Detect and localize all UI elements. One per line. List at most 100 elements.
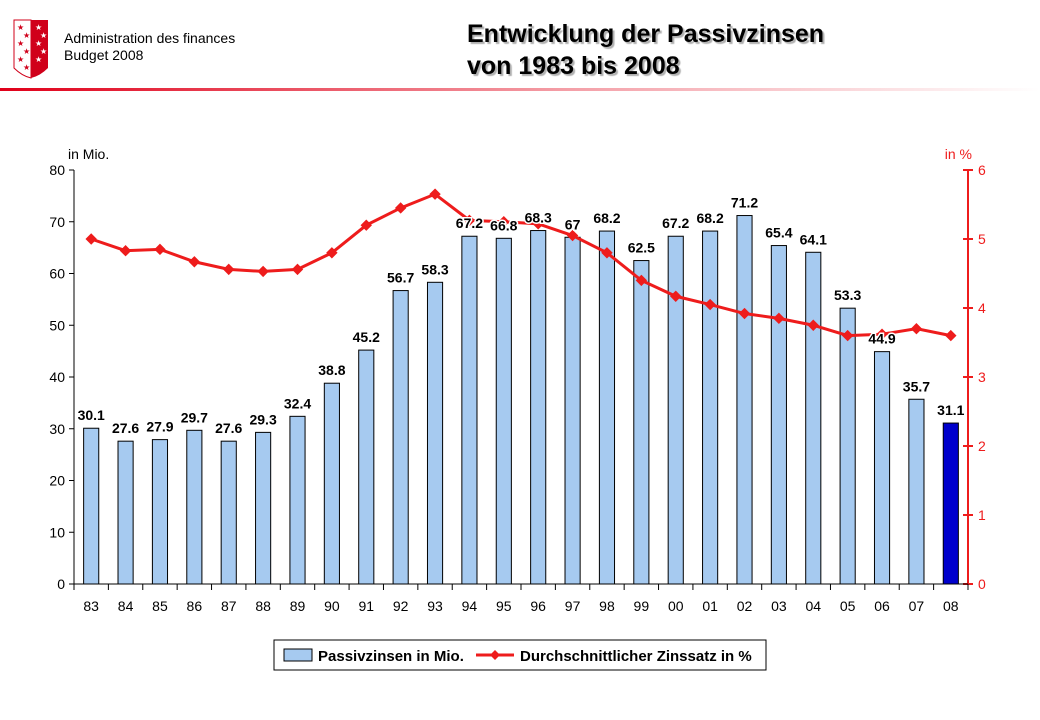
x-tick-label: 90 <box>324 598 340 614</box>
bar <box>151 439 169 585</box>
rate-marker <box>532 218 544 230</box>
rate-marker <box>704 298 716 311</box>
bar <box>667 235 684 585</box>
bar <box>770 245 787 585</box>
rate-marker <box>223 263 235 276</box>
bar <box>564 236 581 585</box>
x-tick-label: 00 <box>668 598 684 614</box>
budget-year: Budget 2008 <box>64 47 144 63</box>
rate-line <box>90 192 952 338</box>
x-tick-label: 07 <box>909 598 925 614</box>
legend-box <box>273 639 767 671</box>
bar-value-label: 45.2 <box>353 329 380 345</box>
left-y-tick-label: 30 <box>49 421 65 437</box>
bar-value-label: 53.3 <box>834 287 861 303</box>
left-axis-unit-label: in Mio. <box>68 146 109 162</box>
bar-value-label: 58.3 <box>421 261 448 277</box>
rate-marker <box>738 307 751 320</box>
canton-crest-logo: ★★ ★★ ★★ ★★ ★★ ★ <box>10 18 52 84</box>
svg-text:★: ★ <box>40 47 47 56</box>
left-y-tick-label: 40 <box>49 369 65 385</box>
bar <box>426 281 444 585</box>
right-axis-unit-label: in % <box>945 146 972 162</box>
bar-value-label: 27.9 <box>146 419 173 435</box>
rate-marker <box>154 243 166 256</box>
legend-line-label: Durchschnittlicher Zinssatz in % <box>520 648 752 665</box>
rate-marker <box>394 202 407 214</box>
bar <box>186 429 203 585</box>
bar <box>908 398 925 585</box>
bar-value-label: 38.8 <box>318 362 345 378</box>
legend-bar-label: Passivzinsen in Mio. <box>318 648 464 665</box>
bar <box>117 440 134 585</box>
bar-value-label: 30.1 <box>78 407 105 423</box>
x-tick-label: 98 <box>599 598 615 614</box>
bar-value-label: 44.9 <box>868 331 895 347</box>
rate-marker <box>188 256 201 268</box>
rate-marker <box>635 274 648 287</box>
bar <box>873 351 891 585</box>
rate-marker <box>326 247 338 259</box>
svg-text:★: ★ <box>35 55 42 64</box>
bar-value-label: 67.2 <box>456 215 483 231</box>
svg-text:★: ★ <box>35 23 42 32</box>
bar-value-label: 56.7 <box>387 270 414 286</box>
left-y-tick-label: 20 <box>49 473 65 489</box>
bar <box>702 230 719 585</box>
rate-marker <box>876 328 888 340</box>
x-tick-label: 89 <box>290 598 306 614</box>
rate-marker <box>85 233 97 245</box>
right-y-tick-label: 6 <box>978 162 986 178</box>
bar-value-label: 71.2 <box>731 195 758 211</box>
bar-value-label: 68.3 <box>525 210 552 226</box>
bar-value-label: 27.6 <box>112 420 139 436</box>
x-tick-label: 87 <box>221 598 237 614</box>
bar-value-label: 32.4 <box>284 395 311 411</box>
rate-marker <box>807 319 819 331</box>
svg-text:★: ★ <box>17 23 24 32</box>
bar-value-label: 68.2 <box>696 210 723 226</box>
bar <box>495 237 512 585</box>
bar-value-label: 64.1 <box>800 231 827 247</box>
x-tick-label: 83 <box>83 598 99 614</box>
svg-text:★: ★ <box>23 47 30 56</box>
bar <box>255 431 272 585</box>
bar-value-labels: 30.1 27.6 27.9 29.7 27.6 29.3 32.4 38.8 45.2 56.7… <box>76 193 966 438</box>
x-tick-label: 02 <box>737 598 753 614</box>
header-accent-line <box>0 88 1040 91</box>
line-series <box>85 188 957 342</box>
bar <box>633 260 650 585</box>
x-tick-label: 85 <box>152 598 168 614</box>
rate-marker <box>773 312 785 325</box>
x-tick-label: 88 <box>255 598 271 614</box>
bar-value-label: 31.1 <box>937 402 964 418</box>
bar-value-label: 29.7 <box>181 409 208 425</box>
bar-value-label: 29.3 <box>249 411 276 427</box>
rate-marker <box>257 265 269 278</box>
x-tick-label: 06 <box>874 598 890 614</box>
x-tick-label: 08 <box>943 598 959 614</box>
x-tick-label: 05 <box>840 598 856 614</box>
legend-line-marker <box>490 650 500 660</box>
bar <box>83 427 100 585</box>
svg-text:★: ★ <box>23 31 30 40</box>
bar <box>220 440 237 585</box>
rate-marker <box>601 247 613 259</box>
legend: Passivzinsen in Mio. Durchschnittlicher Z… <box>273 639 767 671</box>
left-y-tick-label: 10 <box>49 524 65 540</box>
x-tick-label: 03 <box>771 598 787 614</box>
x-tick-label: 99 <box>634 598 650 614</box>
bar-value-label: 68.2 <box>593 210 620 226</box>
bar-series <box>83 215 959 585</box>
bar <box>942 422 959 585</box>
rate-marker <box>945 329 957 342</box>
org-name: Administration des finances <box>64 30 236 46</box>
x-tick-label: 93 <box>427 598 443 614</box>
svg-text:★: ★ <box>40 31 47 40</box>
x-tick-label: 95 <box>496 598 512 614</box>
bar <box>358 349 375 585</box>
left-y-tick-label: 80 <box>49 162 65 178</box>
bar <box>736 215 753 585</box>
bar <box>289 415 306 585</box>
